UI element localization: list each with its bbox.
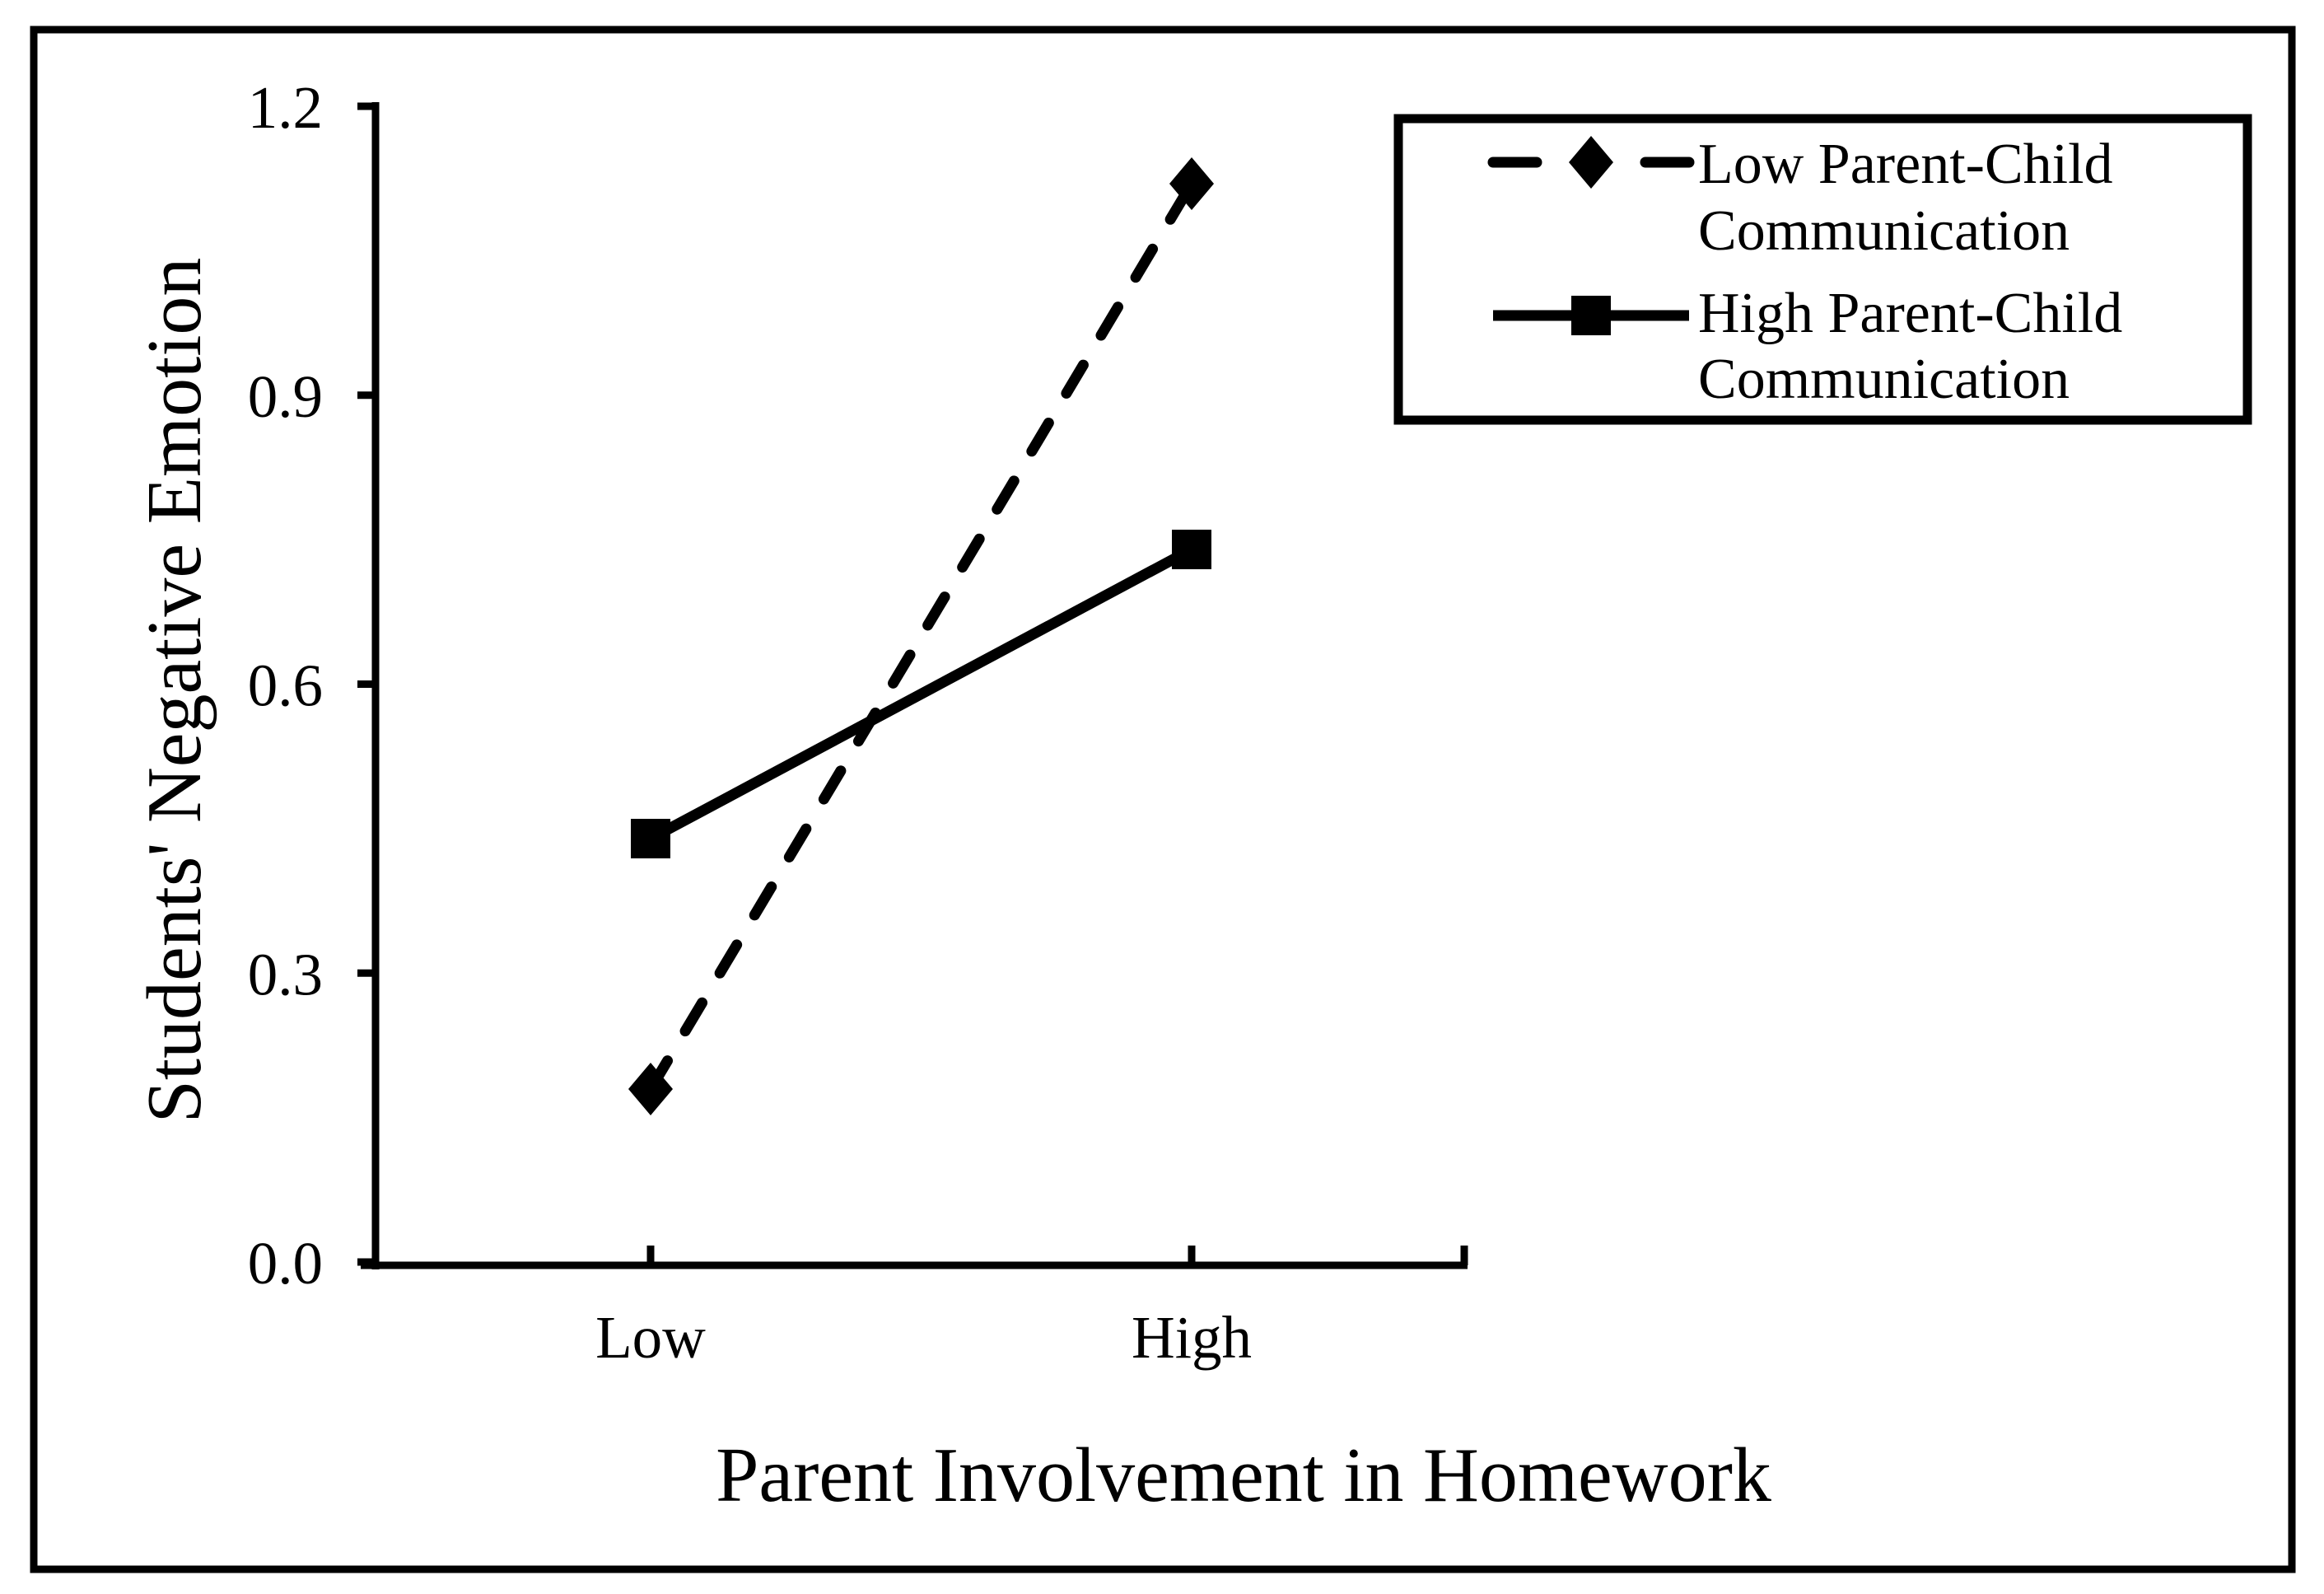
legend-label: High Parent-Child bbox=[1698, 282, 2122, 345]
y-tick-label: 0.9 bbox=[248, 363, 323, 430]
series-line-low-communication bbox=[645, 178, 1197, 1095]
legend-label: Communication bbox=[1698, 199, 2070, 263]
legend-marker-diamond bbox=[1569, 136, 1613, 189]
series-line-high-communication bbox=[647, 545, 1195, 844]
y-axis-title: Students' Negative Emotion bbox=[132, 258, 217, 1124]
chart-series bbox=[628, 157, 1214, 1115]
legend-marker-square bbox=[1571, 296, 1611, 335]
y-tick-label: 0.0 bbox=[248, 1230, 323, 1297]
y-tick-label: 0.6 bbox=[248, 652, 323, 719]
data-point-diamond bbox=[628, 1063, 673, 1115]
x-tick-label: High bbox=[1132, 1304, 1252, 1371]
legend-label: Communication bbox=[1698, 348, 2070, 411]
data-point-square bbox=[1172, 530, 1211, 569]
x-tick-label: Low bbox=[595, 1304, 706, 1371]
x-axis-ticks: Low High bbox=[595, 1246, 1468, 1371]
data-point-square bbox=[631, 819, 670, 858]
legend-label: Low Parent-Child bbox=[1698, 133, 2113, 196]
y-axis-ticks: 0.0 0.3 0.6 0.9 1.2 bbox=[248, 74, 376, 1297]
x-axis-title: Parent Involvement in Homework bbox=[716, 1433, 1771, 1518]
legend-box bbox=[1393, 114, 2252, 425]
y-tick-label: 0.3 bbox=[248, 941, 323, 1007]
data-point-diamond bbox=[1169, 157, 1214, 210]
figure-border bbox=[30, 26, 2296, 1573]
y-tick-label: 1.2 bbox=[248, 74, 323, 141]
